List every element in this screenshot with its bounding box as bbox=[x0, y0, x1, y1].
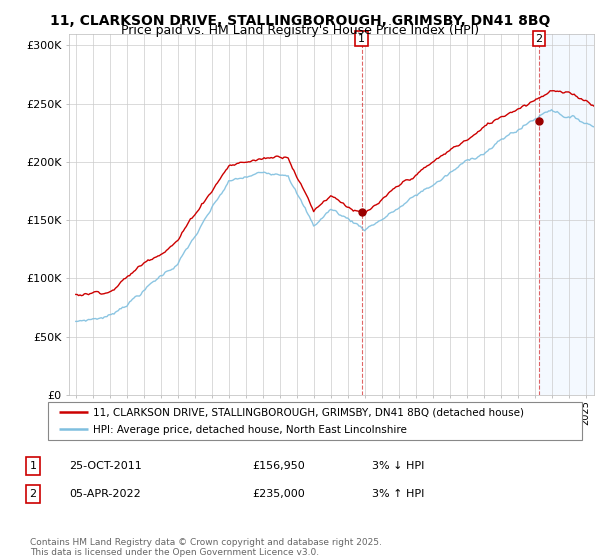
Text: 1: 1 bbox=[29, 461, 37, 471]
Bar bbox=[539, 34, 600, 395]
Text: Price paid vs. HM Land Registry's House Price Index (HPI): Price paid vs. HM Land Registry's House … bbox=[121, 24, 479, 37]
Text: 05-APR-2022: 05-APR-2022 bbox=[69, 489, 141, 499]
Text: 2: 2 bbox=[29, 489, 37, 499]
Text: 11, CLARKSON DRIVE, STALLINGBOROUGH, GRIMSBY, DN41 8BQ (detached house): 11, CLARKSON DRIVE, STALLINGBOROUGH, GRI… bbox=[94, 407, 524, 417]
Text: 1: 1 bbox=[358, 34, 365, 44]
Text: HPI: Average price, detached house, North East Lincolnshire: HPI: Average price, detached house, Nort… bbox=[94, 424, 407, 435]
FancyBboxPatch shape bbox=[48, 402, 582, 440]
Text: 3% ↑ HPI: 3% ↑ HPI bbox=[372, 489, 424, 499]
Text: 25-OCT-2011: 25-OCT-2011 bbox=[69, 461, 142, 471]
Text: 2: 2 bbox=[535, 34, 542, 44]
Text: 11, CLARKSON DRIVE, STALLINGBOROUGH, GRIMSBY, DN41 8BQ: 11, CLARKSON DRIVE, STALLINGBOROUGH, GRI… bbox=[50, 14, 550, 28]
Text: £235,000: £235,000 bbox=[252, 489, 305, 499]
Text: Contains HM Land Registry data © Crown copyright and database right 2025.
This d: Contains HM Land Registry data © Crown c… bbox=[30, 538, 382, 557]
Text: £156,950: £156,950 bbox=[252, 461, 305, 471]
Text: 3% ↓ HPI: 3% ↓ HPI bbox=[372, 461, 424, 471]
